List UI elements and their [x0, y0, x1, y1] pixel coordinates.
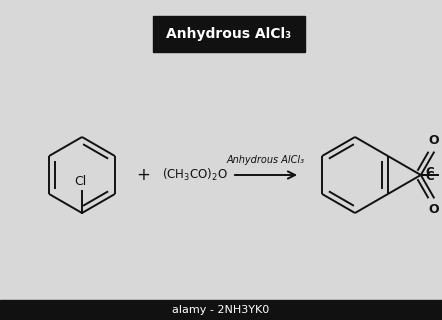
FancyBboxPatch shape	[153, 16, 305, 52]
FancyBboxPatch shape	[0, 300, 442, 320]
Text: (CH$_3$CO)$_2$O: (CH$_3$CO)$_2$O	[162, 167, 228, 183]
Text: Anhydrous AlCl₃: Anhydrous AlCl₃	[227, 155, 305, 165]
Text: O: O	[428, 134, 439, 148]
Text: alamy - 2NH3YK0: alamy - 2NH3YK0	[172, 305, 270, 315]
Text: Anhydrous AlCl₃: Anhydrous AlCl₃	[167, 27, 292, 41]
Text: +: +	[136, 166, 150, 184]
Text: C: C	[426, 166, 434, 180]
Text: C: C	[426, 171, 434, 183]
Text: O: O	[428, 203, 439, 215]
Text: Cl: Cl	[74, 175, 86, 188]
